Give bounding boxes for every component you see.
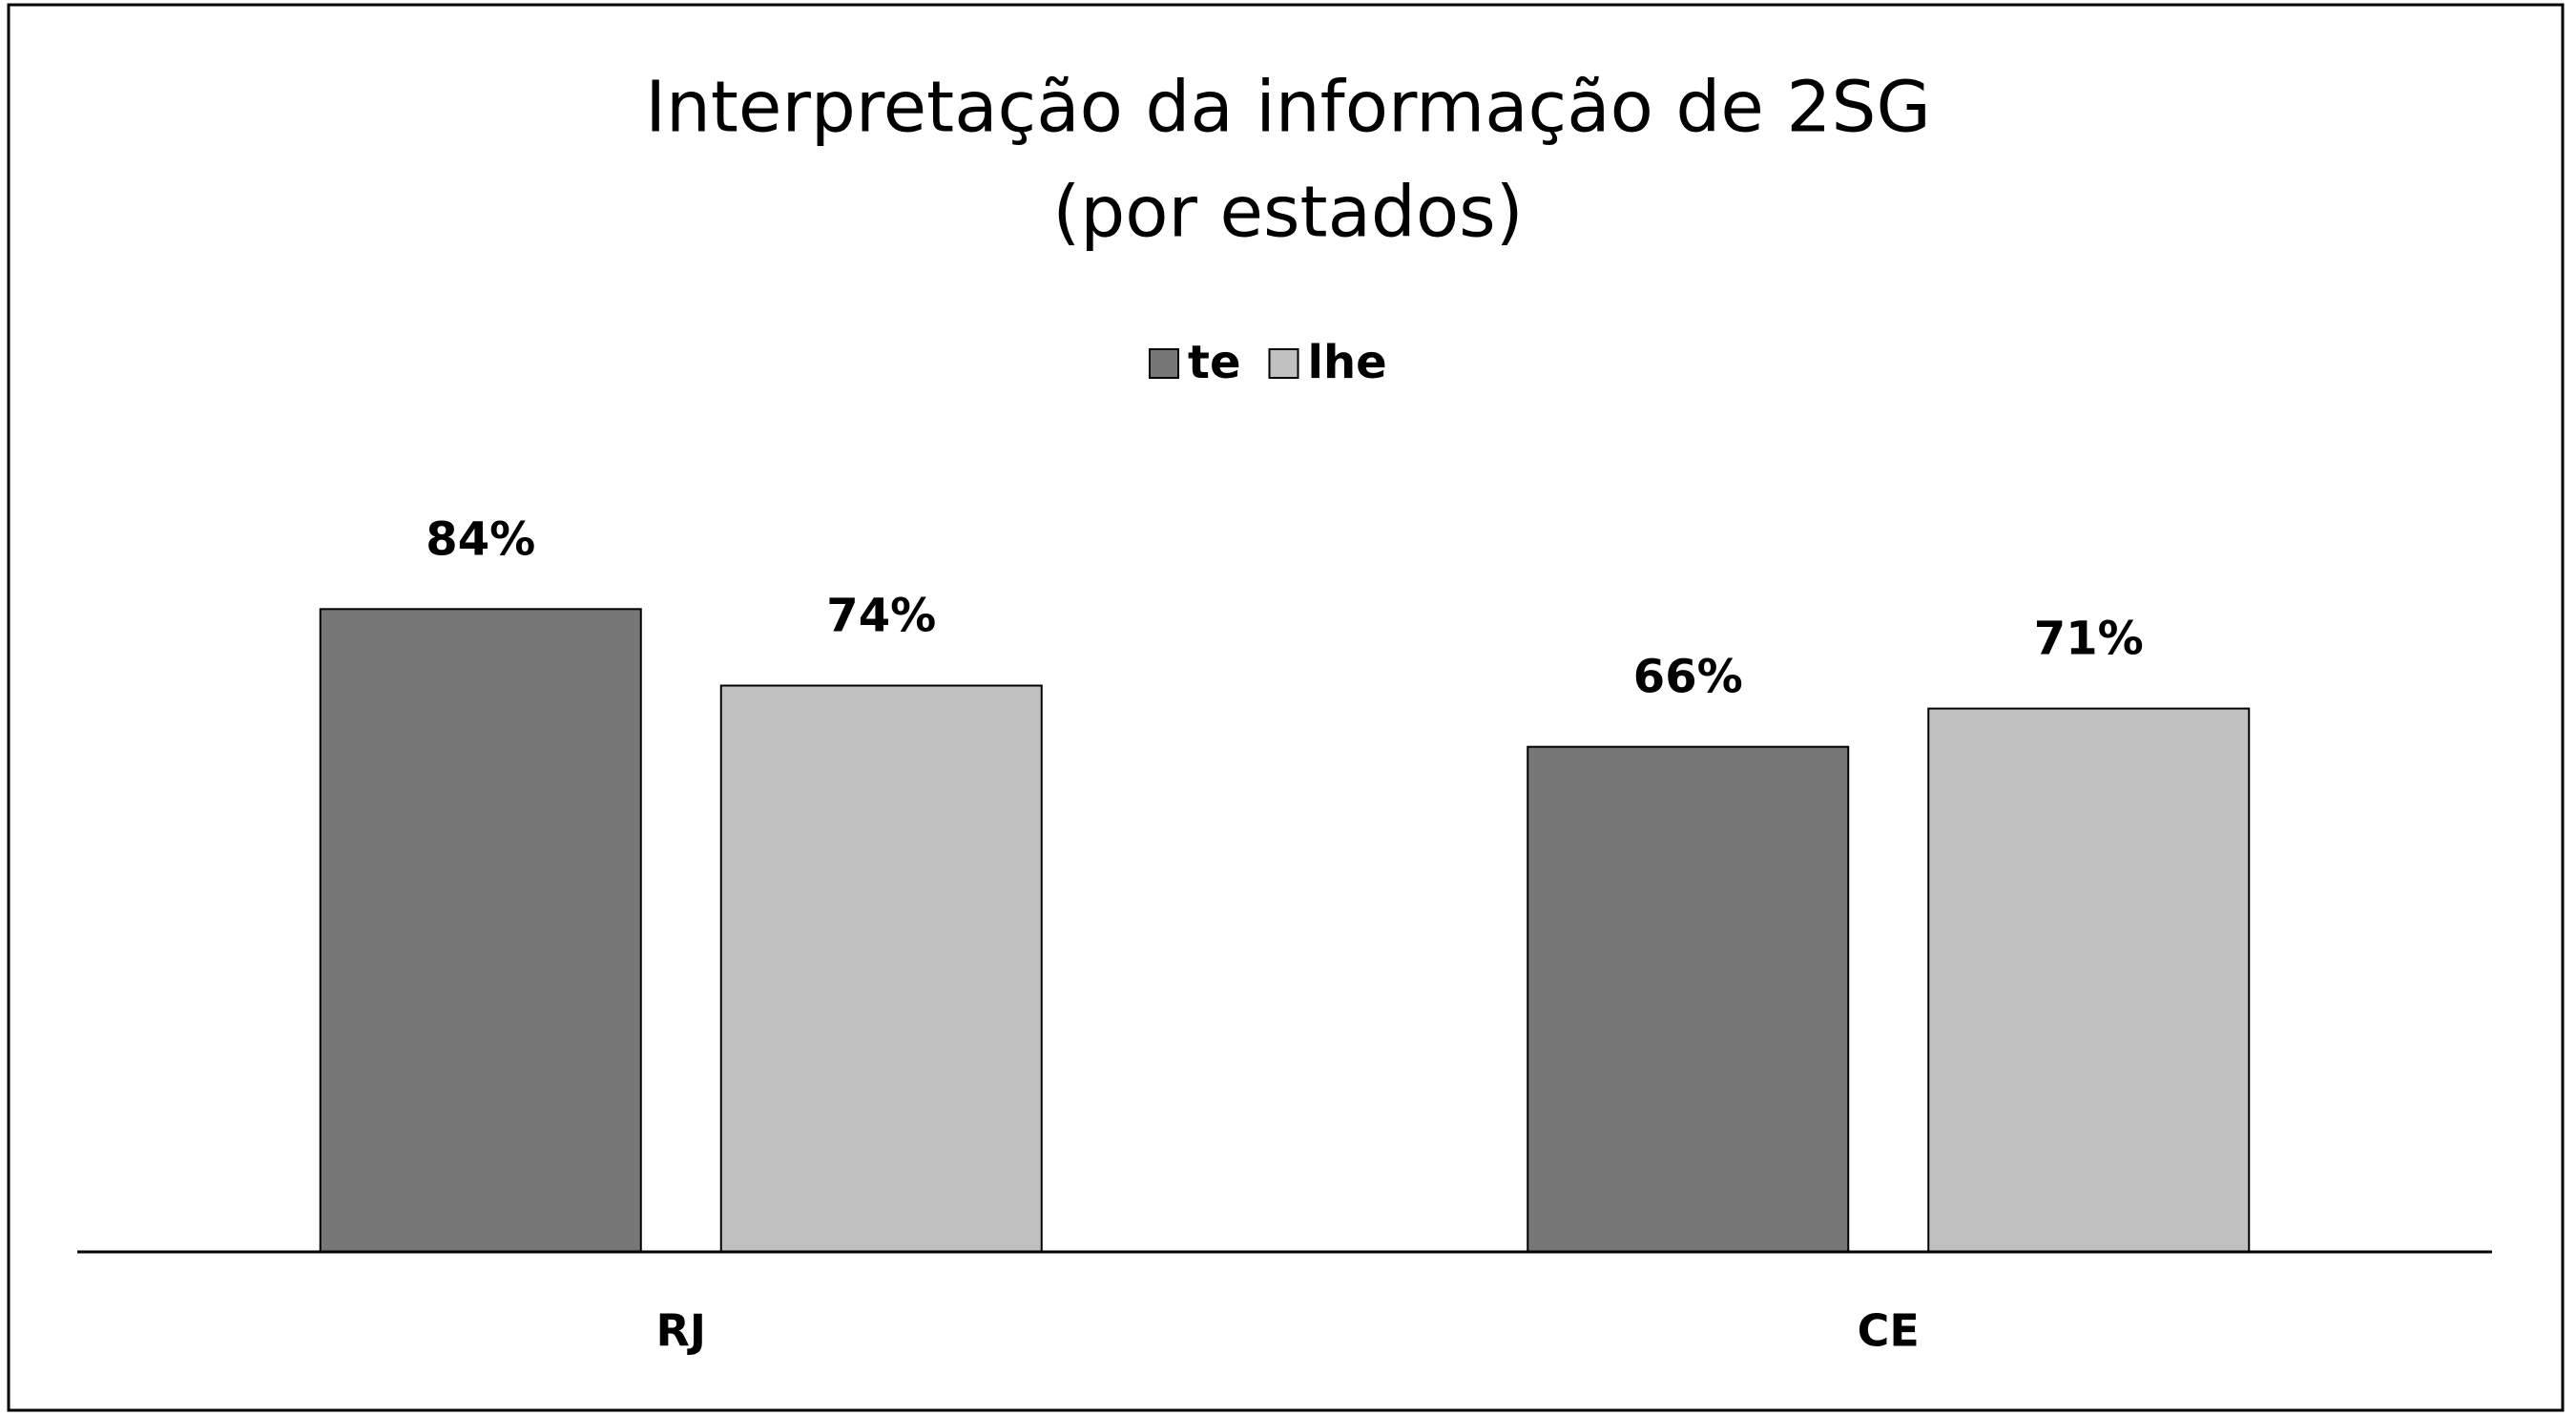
bar (319, 608, 642, 1253)
data-label: 84% (426, 512, 535, 566)
data-label: 74% (826, 590, 936, 643)
legend-swatch (1268, 348, 1299, 379)
bar (1527, 745, 1850, 1253)
chart-title: (por estados) (1052, 172, 1523, 254)
data-label: 66% (1633, 651, 1743, 704)
legend-label: te (1188, 336, 1241, 389)
chart-title: Interpretação da informação de 2SG (645, 67, 1931, 149)
x-tick-label: CE (1858, 1305, 1920, 1357)
bar (1927, 707, 2251, 1253)
legend-swatch (1149, 348, 1179, 379)
bar (719, 684, 1043, 1253)
x-tick-label: RJ (655, 1305, 706, 1357)
legend-label: lhe (1308, 336, 1387, 389)
data-label: 71% (2034, 613, 2144, 666)
